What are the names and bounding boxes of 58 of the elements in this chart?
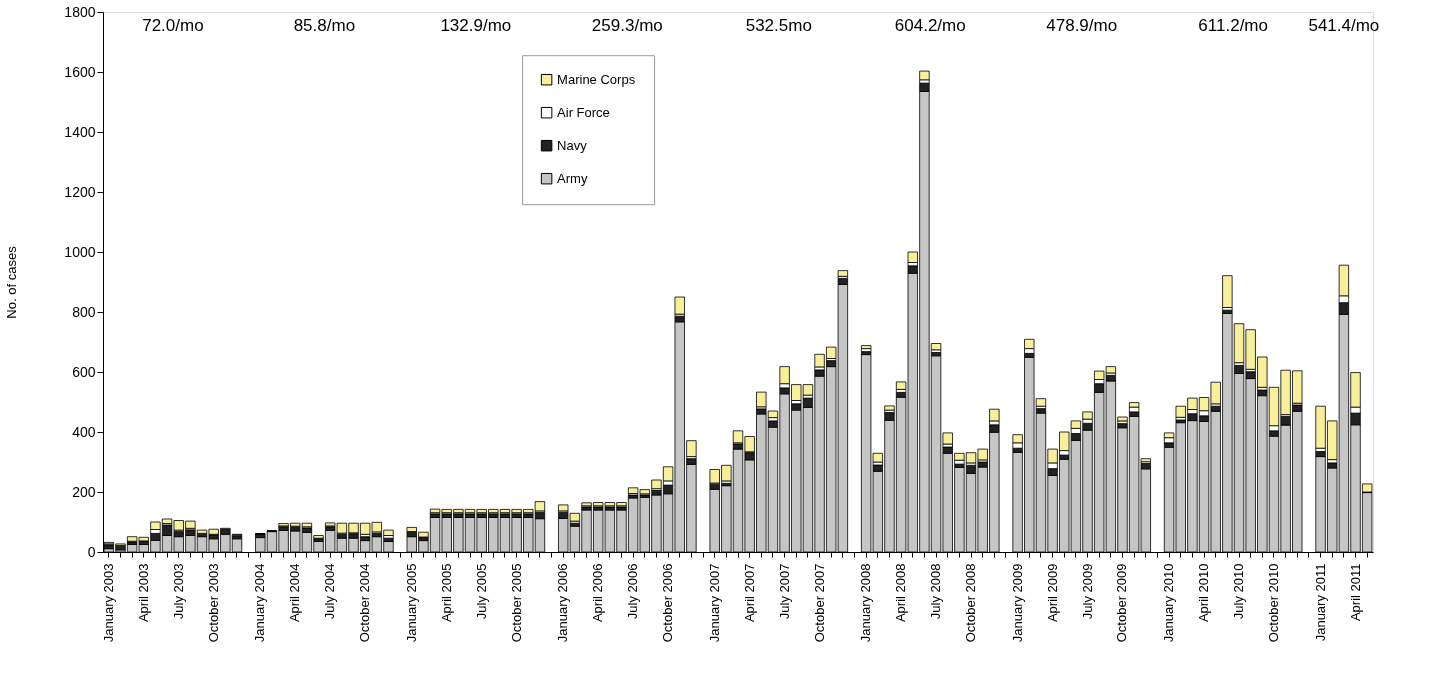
x-tick-label: April 2011: [1347, 563, 1363, 622]
x-tick-label: April 2007: [741, 563, 757, 623]
x-tick-label: July 2007: [776, 563, 792, 620]
annotation: 541.4/mo: [1308, 16, 1380, 35]
x-tick-label: July 2008: [928, 563, 944, 620]
legend-label: Navy: [557, 137, 588, 153]
x-tick-label: April 2009: [1044, 563, 1060, 623]
x-tick-label: October 2007: [811, 563, 827, 643]
annotation: 132.9/mo: [440, 16, 512, 35]
annotation: 604.2/mo: [894, 16, 966, 35]
y-tick-label: 1200: [64, 183, 96, 200]
y-tick-label: 1400: [64, 123, 96, 140]
legend-label: Army: [557, 170, 588, 186]
y-tick-label: 600: [72, 363, 96, 380]
y-tick-label: 1600: [64, 63, 96, 80]
legend-label: Marine Corps: [557, 71, 636, 87]
x-tick-label: April 2006: [590, 563, 606, 623]
x-tick-label: July 2003: [170, 563, 186, 620]
x-tick-label: October 2010: [1265, 563, 1281, 643]
x-tick-label: October 2005: [508, 563, 524, 643]
x-tick-label: April 2003: [135, 563, 151, 623]
y-tick-label: 400: [72, 423, 96, 440]
x-tick-label: October 2006: [660, 563, 676, 643]
annotation: 72.0/mo: [142, 16, 204, 35]
x-tick-label: January 2006: [555, 563, 571, 643]
x-tick-label: January 2003: [100, 563, 116, 643]
x-tick-label: October 2004: [357, 563, 373, 643]
x-tick-label: July 2006: [625, 563, 641, 620]
x-tick-label: January 2011: [1312, 563, 1328, 642]
x-tick-label: July 2010: [1231, 563, 1247, 620]
y-tick-label: 0: [87, 543, 96, 560]
x-tick-label: April 2004: [287, 563, 303, 623]
y-tick-label: 1000: [64, 243, 96, 260]
x-tick-label: October 2003: [205, 563, 221, 643]
x-tick-label: April 2008: [893, 563, 909, 623]
annotation: 259.3/mo: [591, 16, 663, 35]
x-tick-label: July 2009: [1079, 563, 1095, 620]
y-tick-label: 800: [72, 303, 96, 320]
annotation: 478.9/mo: [1046, 16, 1118, 35]
y-axis-title: No. of cases: [4, 245, 20, 319]
x-tick-label: January 2005: [403, 563, 419, 643]
annotation: 532.5mo: [745, 16, 812, 35]
x-tick-label: July 2004: [322, 563, 338, 620]
x-tick-label: July 2005: [473, 563, 489, 620]
x-tick-label: January 2004: [252, 563, 268, 643]
x-tick-label: January 2010: [1161, 563, 1177, 643]
x-tick-label: October 2008: [963, 563, 979, 643]
x-tick-label: January 2008: [858, 563, 874, 643]
y-tick-label: 1800: [64, 3, 96, 20]
x-tick-label: January 2009: [1009, 563, 1025, 643]
x-tick-label: April 2005: [438, 563, 454, 623]
x-tick-label: January 2007: [706, 563, 722, 643]
x-tick-label: October 2009: [1114, 563, 1130, 643]
annotation: 611.2/mo: [1198, 16, 1268, 35]
x-tick-label: April 2010: [1196, 563, 1212, 623]
y-tick-label: 200: [72, 483, 96, 500]
annotation: 85.8/mo: [293, 16, 356, 35]
legend-label: Air Force: [557, 104, 610, 120]
